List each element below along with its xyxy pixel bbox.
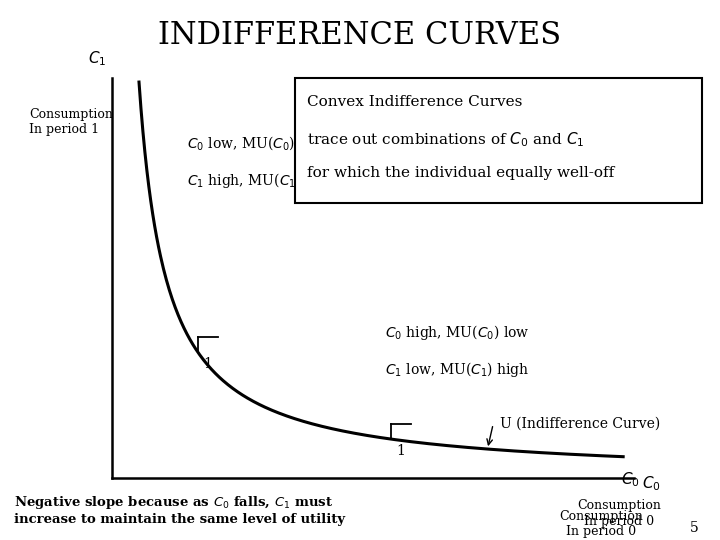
Text: 1: 1 <box>203 357 212 372</box>
Text: $C_0$ low, MU($C_0$) high: $C_0$ low, MU($C_0$) high <box>187 133 332 153</box>
Text: Negative slope because as $C_0$ falls, $C_1$ must
increase to maintain the same : Negative slope because as $C_0$ falls, $… <box>14 494 346 526</box>
Text: $C_1$: $C_1$ <box>88 49 107 68</box>
Text: $C_0$: $C_0$ <box>621 470 639 489</box>
Text: Consumption
In period 1: Consumption In period 1 <box>29 108 112 136</box>
Text: for which the individual equally well-off: for which the individual equally well-of… <box>307 166 615 180</box>
Text: INDIFFERENCE CURVES: INDIFFERENCE CURVES <box>158 19 562 51</box>
Text: U (Indifference Curve): U (Indifference Curve) <box>500 417 661 431</box>
Text: 1: 1 <box>397 444 405 458</box>
Text: 5: 5 <box>690 521 698 535</box>
Text: Consumption
In period 0: Consumption In period 0 <box>577 500 661 528</box>
Text: Consumption
In period 0: Consumption In period 0 <box>559 510 643 538</box>
Text: $C_0$ high, MU($C_0$) low: $C_0$ high, MU($C_0$) low <box>385 322 530 342</box>
Text: $C_0$: $C_0$ <box>642 474 661 492</box>
FancyBboxPatch shape <box>295 78 702 202</box>
Text: trace out combinations of $C_0$ and $C_1$: trace out combinations of $C_0$ and $C_1… <box>307 131 585 149</box>
Text: $C_1$ low, MU($C_1$) high: $C_1$ low, MU($C_1$) high <box>385 360 530 380</box>
Text: $C_1$ high, MU($C_1$) low: $C_1$ high, MU($C_1$) low <box>187 171 332 191</box>
Text: Convex Indifference Curves: Convex Indifference Curves <box>307 94 523 109</box>
